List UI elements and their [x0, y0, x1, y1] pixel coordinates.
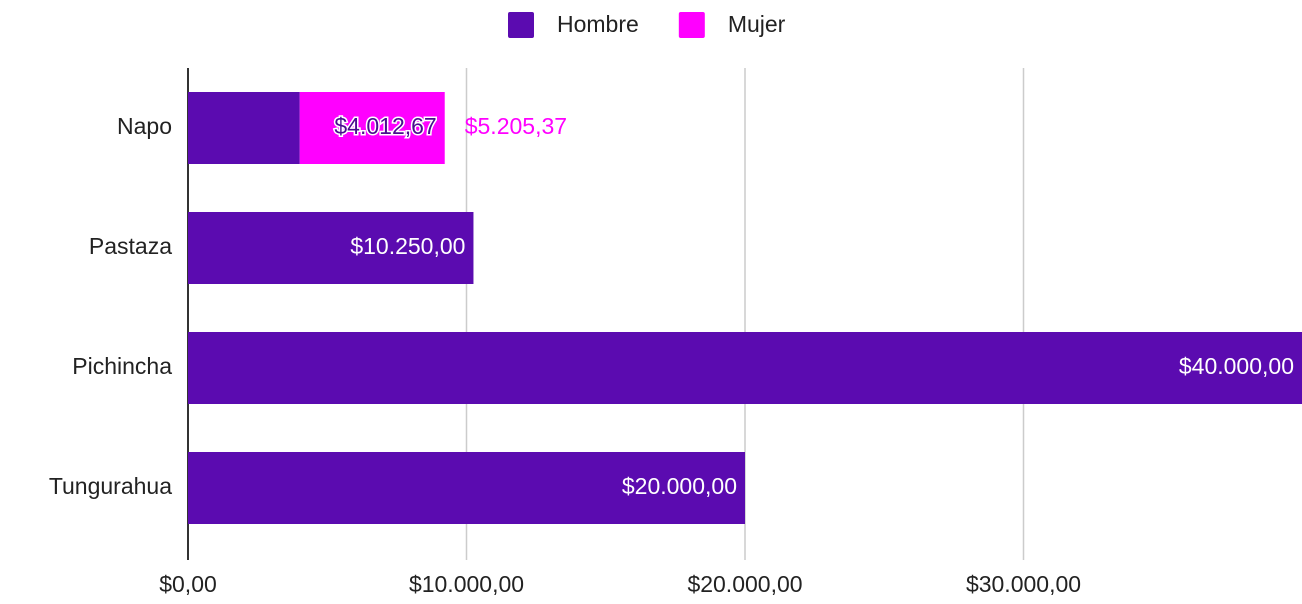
y-tick-label: Pichincha: [72, 353, 172, 379]
legend-swatch: [678, 12, 705, 38]
y-tick-label: Tungurahua: [49, 473, 172, 499]
y-tick-label: Napo: [117, 113, 172, 139]
bar-segment: [188, 92, 300, 164]
x-tick-label: $30.000,00: [966, 571, 1081, 597]
bar-segment: [188, 452, 745, 524]
data-label: $40.000,00: [1179, 353, 1294, 379]
legend-label: Hombre: [557, 11, 639, 37]
x-tick-label: $0,00: [159, 571, 217, 597]
data-label: $4.012,67: [334, 113, 436, 139]
bar-segment: [299, 92, 445, 164]
legend-swatch: [508, 12, 534, 38]
x-tick-label: $20.000,00: [687, 571, 802, 597]
data-label: $20.000,00: [622, 473, 737, 499]
data-label: $5.205,37: [465, 113, 567, 139]
legend-label: Mujer: [728, 11, 786, 37]
y-tick-label: Pastaza: [89, 233, 172, 259]
bar-segment: [188, 332, 1302, 404]
x-tick-label: $10.000,00: [409, 571, 524, 597]
data-label: $10.250,00: [350, 233, 465, 259]
bar-segment: [188, 212, 474, 284]
